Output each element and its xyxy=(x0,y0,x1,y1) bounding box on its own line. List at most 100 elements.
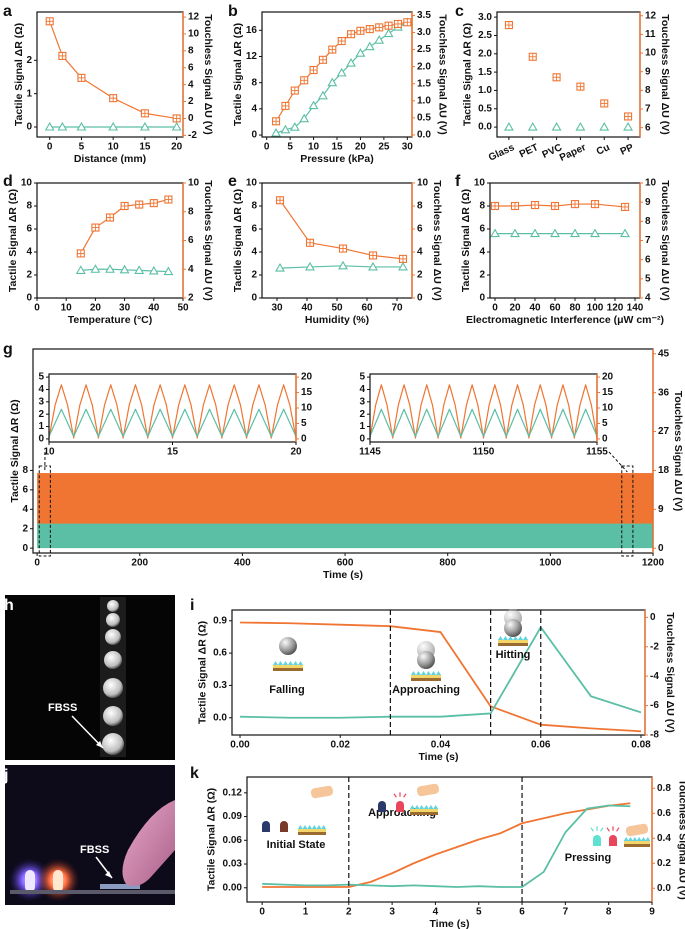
triangle-marker xyxy=(503,121,514,131)
square-marker xyxy=(347,30,356,39)
y2-tick-label: 8 xyxy=(417,201,423,212)
x-tick-label: 60 xyxy=(549,303,561,314)
sensor-pyramid xyxy=(409,805,415,809)
square-marker xyxy=(590,200,600,209)
x-tick-label: 0 xyxy=(264,142,270,153)
y2-tick-label: 6 xyxy=(188,62,194,73)
marker-shape xyxy=(280,124,291,134)
series-line xyxy=(48,408,297,438)
finger-icon xyxy=(625,823,649,837)
y2-tick-label: 8 xyxy=(188,45,194,56)
y-tick-label: 0.06 xyxy=(223,835,243,846)
x-tick-label: 2 xyxy=(346,907,352,918)
x-axis-label: Time (s) xyxy=(429,918,469,929)
square-marker xyxy=(576,82,585,91)
square-marker xyxy=(105,213,115,222)
x-tick-label: 120 xyxy=(607,303,624,314)
square-marker xyxy=(620,202,630,212)
triangle-marker xyxy=(305,261,315,271)
y-tick-label: 2 xyxy=(26,55,32,66)
triangle-marker xyxy=(623,121,634,131)
x-tick-label: 5 xyxy=(476,907,482,918)
sensor-pyramid xyxy=(423,805,429,809)
x-tick-label: 70 xyxy=(391,303,403,314)
x-tick-label: 20 xyxy=(355,142,367,153)
marker-shape xyxy=(355,48,366,57)
triangle-marker xyxy=(57,121,68,131)
y2-tick-label: 18 xyxy=(658,465,670,476)
marker-shape xyxy=(148,265,159,275)
triangle-marker xyxy=(317,90,328,100)
square-marker xyxy=(300,76,309,85)
x-tick-label: 0.02 xyxy=(331,740,351,751)
marker-shape xyxy=(336,67,347,77)
y2-tick-label: 7 xyxy=(645,235,651,246)
panel-label: a xyxy=(3,3,12,20)
y-tick-label: 0.5 xyxy=(478,103,492,114)
sensor-pyramid xyxy=(321,825,327,829)
y-tick-label: 5 xyxy=(359,372,365,383)
y-tick-label: 1.5 xyxy=(478,67,492,78)
triangle-marker xyxy=(90,264,101,273)
y2-tick-label: 20 xyxy=(301,372,313,383)
x-tick-label: 10 xyxy=(308,142,320,153)
sensor-pyramid xyxy=(297,825,303,829)
y-tick-label: 0 xyxy=(359,434,365,445)
x-tick-label: 50 xyxy=(177,303,189,314)
square-marker xyxy=(272,117,281,126)
y-tick-label: 10 xyxy=(21,178,33,189)
triangle-marker xyxy=(368,261,378,271)
triangle-marker xyxy=(171,121,182,131)
square-marker xyxy=(337,36,346,46)
y2-tick-label: 4 xyxy=(188,264,194,275)
y-axis-label: Tactile Signal ΔR (Ω) xyxy=(460,189,472,292)
sensor-pyramid xyxy=(283,661,288,665)
led-ray xyxy=(393,793,397,798)
y-tick-label: 0 xyxy=(251,130,257,141)
square-marker xyxy=(393,19,402,29)
x-tick-label: 40 xyxy=(529,303,541,314)
y2-tick-label: 3.0 xyxy=(417,27,431,38)
ball xyxy=(103,678,123,698)
y-tick-label: 8 xyxy=(26,201,32,212)
x-tick-label: 25 xyxy=(378,142,390,153)
marker-shape xyxy=(346,57,357,67)
ball-icon xyxy=(504,619,522,637)
x-tick-label: 1155 xyxy=(586,447,608,458)
triangle-marker xyxy=(271,127,282,137)
marker-shape xyxy=(76,121,87,131)
square-marker xyxy=(365,25,374,34)
sensor-pyramid xyxy=(273,661,278,665)
signal-band xyxy=(37,521,654,549)
sensor-base xyxy=(498,643,528,646)
series-line xyxy=(369,408,598,438)
triangle-marker xyxy=(338,260,348,270)
marker-shape xyxy=(599,121,610,131)
annotation: Approaching xyxy=(392,684,460,696)
y-axis-label: Tactile Signal ΔR (Ω) xyxy=(232,23,244,126)
y2-tick-label: 7 xyxy=(645,104,651,115)
y-tick-label: 6 xyxy=(251,224,257,235)
annotation: Initial State xyxy=(267,839,326,851)
marker-shape xyxy=(105,264,115,273)
y2-tick-label: 5 xyxy=(301,418,307,429)
x-axis-label: Time (s) xyxy=(418,751,458,763)
y-tick-label: 0.0 xyxy=(478,122,492,133)
x-tick-label: 20 xyxy=(171,142,183,153)
led-ray xyxy=(606,827,610,832)
triangle-marker xyxy=(590,228,600,238)
y2-tick-label: 10 xyxy=(645,48,657,59)
y2-tick-label: 3.5 xyxy=(417,10,431,21)
marker-shape xyxy=(308,100,319,110)
square-marker xyxy=(328,45,337,54)
triangle-marker xyxy=(148,265,159,275)
y2-tick-label: 11 xyxy=(645,29,656,40)
x-tick-label: 0 xyxy=(47,142,53,153)
y2-axis-label: Touchless Signal ΔU (V) xyxy=(664,612,676,733)
sensor-base xyxy=(624,844,650,847)
series-line xyxy=(240,621,642,733)
led-icon xyxy=(262,821,270,832)
triangle-marker xyxy=(550,228,560,238)
signal-band xyxy=(37,473,654,524)
sensor-base xyxy=(410,812,438,815)
